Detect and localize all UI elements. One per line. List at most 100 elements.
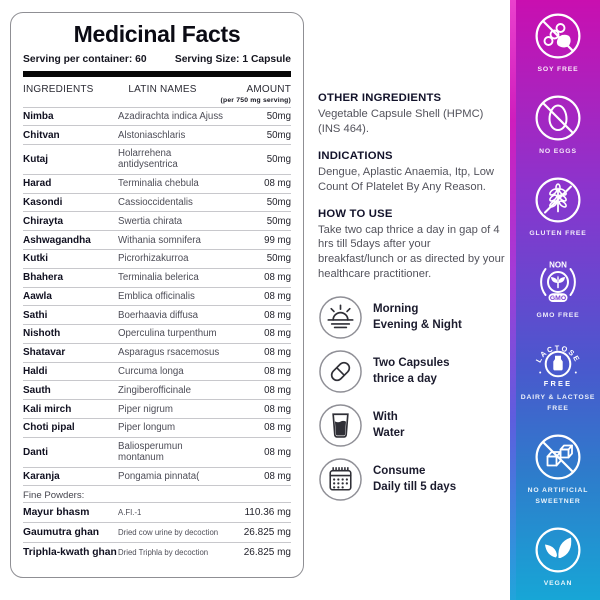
usage-line1: With [373, 411, 398, 424]
ingredient-name: Shatavar [23, 347, 66, 359]
lactose-free-icon: LACTOSE FREE [533, 339, 583, 389]
ingredient-amount: 50mg [266, 153, 291, 165]
serving-size: Serving Size: 1 Capsule [174, 54, 291, 65]
table-row: Shatavar Asparagus rsacemosus 08 mg [23, 342, 291, 362]
ingredient-name: Danti [23, 446, 48, 458]
ingredient-latin-name: Boerhaavia diffusa [118, 309, 199, 321]
benefit-badge: SOY FREE [516, 11, 600, 76]
ingredient-name: Kasondi [23, 197, 63, 209]
ingredient-amount: 26.825 mg [243, 526, 291, 538]
gmo-non-text: NON [549, 261, 567, 270]
table-row: Aawla Emblica officinalis 08 mg [23, 286, 291, 306]
benefit-badge: NO EGGS [516, 93, 600, 158]
table-row: Gaumutra ghan Dried cow urine by decocti… [23, 521, 291, 542]
ingredient-latin-name: Curcuma longa [118, 366, 184, 378]
ingredient-name: Chirayta [23, 215, 64, 227]
usage-line1: Two Capsules [373, 357, 450, 370]
benefit-badge-label: SOY FREE [537, 66, 579, 73]
column-ingredients: INGREDIENTS [23, 84, 94, 95]
ingredient-amount: 08 mg [264, 470, 291, 482]
column-amount-text: AMOUNT [246, 84, 291, 95]
ingredient-latin-name: Terminalia chebula [118, 178, 199, 190]
no-artificial-sweetner-icon [533, 432, 583, 482]
ingredient-amount: 08 mg [264, 422, 291, 434]
ingredient-latin-name: Dried Triphla by decoction [118, 547, 209, 557]
table-row: Harad Terminalia chebula 08 mg [23, 173, 291, 193]
table-row: Kali mirch Piper nigrum 08 mg [23, 399, 291, 418]
indications-text: Dengue, Aplastic Anaemia, Itp, Low Count… [318, 165, 494, 193]
ingredient-name: Harad [23, 178, 52, 190]
ingredient-amount: 08 mg [264, 384, 291, 396]
ingredient-amount: 08 mg [264, 328, 291, 340]
table-row: Karanja Pongamia pinnata( 08 mg [23, 466, 291, 486]
table-row: Choti pipal Piper longum 08 mg [23, 418, 291, 437]
calendar-icon [318, 457, 363, 502]
ingredient-latin-name: Piper nigrum [118, 403, 173, 415]
ingredient-name: Chitvan [23, 129, 60, 141]
ingredient-latin-name: A.FI.-1 [118, 507, 142, 517]
table-row: Sathi Boerhaavia diffusa 08 mg [23, 305, 291, 324]
usage-label: Two Capsules thrice a day [373, 356, 449, 387]
benefit-badge: NO ARTIFICIAL SWEETNER [516, 432, 600, 508]
table-row: Danti Baliosperumun montanum 08 mg [23, 436, 291, 467]
indications-title: INDICATIONS [318, 149, 393, 162]
benefit-badge: VEGAN [516, 525, 600, 590]
usage-line2: Water [373, 426, 405, 439]
ingredient-name: Haldi [23, 366, 48, 378]
divider-bar [23, 71, 291, 77]
table-row: Ashwagandha Withania somnifera 99 mg [23, 230, 291, 249]
serving-row: Serving per container: 60 Serving Size: … [23, 54, 291, 65]
ingredient-name: Nimba [23, 110, 54, 122]
ingredient-latin-name: Picrorhizakurroa [118, 253, 189, 265]
vegan-icon [533, 525, 583, 575]
usage-item: Morning Evening & Night [318, 295, 506, 340]
gluten-free-icon [533, 175, 583, 225]
benefit-badge-label: NO EGGS [539, 148, 577, 156]
ingredient-amount: 08 mg [264, 290, 291, 302]
usage-item: With Water [318, 403, 506, 448]
ingredient-name: Mayur bhasm [23, 506, 90, 518]
ingredient-name: Karanja [23, 470, 60, 482]
usage-line2: thrice a day [373, 372, 437, 385]
usage-line2: Daily till 5 days [373, 480, 457, 493]
ingredient-amount: 50mg [266, 129, 291, 141]
ingredient-name: Gaumutra ghan [23, 526, 100, 538]
ingredient-amount: 08 mg [264, 272, 291, 284]
table-row: Kutaj Holarrehena antidysentrica 50mg [23, 144, 291, 174]
ingredient-name: Triphla-kwath ghan [23, 546, 117, 558]
ingredient-amount: 08 mg [264, 366, 291, 378]
ingredient-latin-name: Alstoniaschlaris [118, 129, 186, 141]
ingredient-amount: 110.36 mg [244, 506, 291, 518]
table-row: Mayur bhasm A.FI.-1 110.36 mg [23, 501, 291, 522]
ingredient-name: Bhahera [23, 272, 64, 284]
ingredient-latin-name: Operculina turpenthum [118, 328, 217, 340]
ingredient-amount: 50mg [266, 215, 291, 227]
ingredient-name: Aawla [23, 290, 52, 302]
benefit-badge-label: VEGAN [543, 580, 573, 588]
ingredient-name: Nishoth [23, 328, 61, 340]
ingredient-amount: 50mg [266, 253, 291, 265]
ingredients-table: Nimba Azadirachta indica Ajuss 50mg Chit… [23, 106, 291, 486]
ingredient-latin-name: Terminalia belerica [118, 272, 199, 284]
how-to-use-text: Take two cap thrice a day in gap of 4 hr… [318, 223, 505, 281]
ingredient-latin-name: Swertia chirata [118, 215, 183, 227]
table-row: Triphla-kwath ghan Dried Triphla by deco… [23, 541, 291, 562]
fine-powders-label: Fine Powders: [23, 485, 291, 502]
ingredient-latin-name: Cassioccidentalis [118, 197, 193, 209]
usage-item: Consume Daily till 5 days [318, 457, 506, 502]
ingredient-amount: 26.825 mg [243, 546, 291, 558]
ingredient-name: Kali mirch [23, 403, 72, 415]
usage-label: Morning Evening & Night [373, 302, 462, 333]
ingredient-name: Kutaj [23, 153, 48, 165]
serving-per-container: Serving per container: 60 [23, 54, 147, 65]
usage-line2: Evening & Night [373, 318, 462, 331]
table-row: Sauth Zingiberofficinale 08 mg [23, 380, 291, 399]
ingredient-latin-name: Dried cow urine by decoction [118, 527, 219, 537]
table-row: Bhahera Terminalia belerica 08 mg [23, 267, 291, 287]
ingredient-latin-name: Piper longum [118, 422, 176, 434]
how-to-use-title: HOW TO USE [318, 207, 393, 220]
ingredient-amount: 08 mg [264, 178, 291, 190]
ingredient-latin-name: Holarrehena antidysentrica [118, 148, 178, 171]
table-row: Nishoth Operculina turpenthum 08 mg [23, 324, 291, 343]
